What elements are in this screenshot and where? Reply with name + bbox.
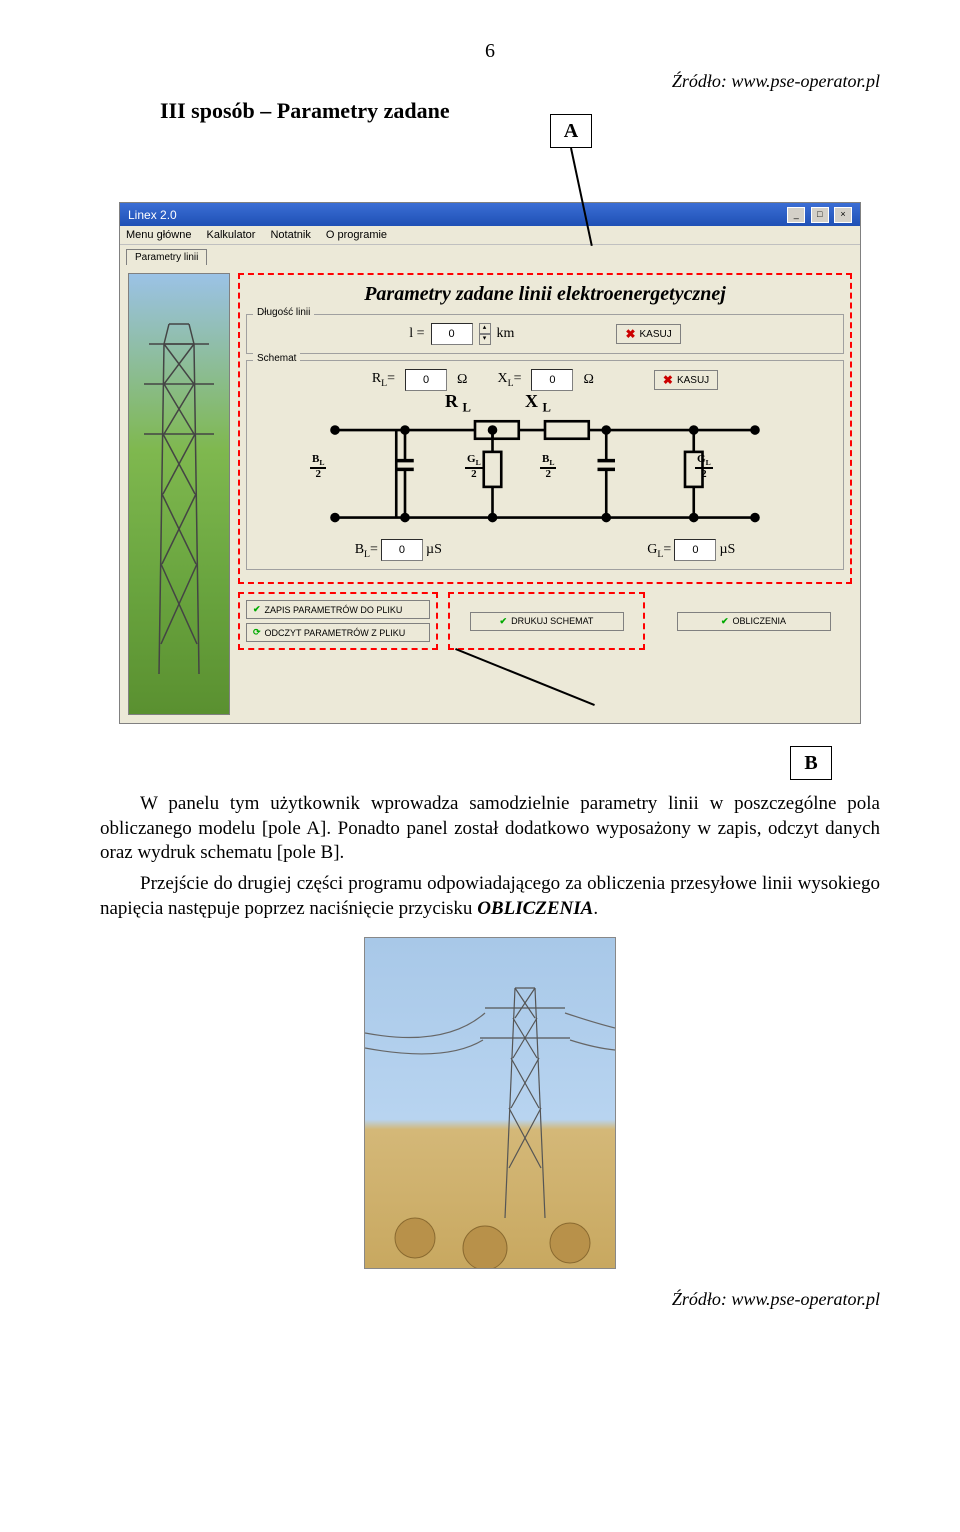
panel-title: Parametry zadane linii elektroenergetycz… (246, 283, 844, 306)
label-R: R L (445, 391, 471, 416)
window-title: Linex 2.0 (128, 208, 177, 222)
xl-input[interactable] (531, 369, 573, 391)
check-icon: ✔ (253, 604, 261, 615)
calc-button-box: ✔OBLICZENIA (655, 592, 852, 650)
rl-label: RL= (372, 371, 395, 389)
tab-row: Parametry linii (120, 245, 860, 265)
titlebar: Linex 2.0 _ □ × (120, 203, 860, 226)
label-GL2-left: GL2 (465, 453, 483, 480)
bl-input[interactable] (381, 539, 423, 561)
bottom-photo (364, 937, 616, 1269)
group-length: Długość linii l = ▴▾ km ✖ KASUJ (246, 314, 844, 354)
callout-b-wrap: B (120, 736, 860, 786)
rl-unit: Ω (457, 372, 467, 388)
label-X: X L (525, 391, 551, 416)
group-length-label: Długość linii (253, 307, 314, 318)
callout-a-box: A (550, 114, 592, 148)
x-icon: ✖ (663, 373, 673, 387)
check-icon: ✔ (721, 616, 729, 627)
length-clear-button[interactable]: ✖ KASUJ (616, 324, 680, 344)
close-button[interactable]: × (834, 207, 852, 223)
menu-notepad[interactable]: Notatnik (270, 229, 310, 241)
gl-input[interactable] (674, 539, 716, 561)
circuit-diagram: R L X L BL2 GL2 BL2 (255, 395, 835, 535)
save-button[interactable]: ✔ZAPIS PARAMETRÓW DO PLIKU (246, 600, 430, 619)
length-unit: km (497, 326, 515, 342)
source-bottom: Źródło: www.pse-operator.pl (100, 1289, 880, 1310)
heading: III sposób – Parametry zadane (160, 98, 880, 124)
refresh-icon: ⟳ (253, 627, 261, 638)
region-a: Parametry zadane linii elektroenergetycz… (238, 273, 852, 584)
label-BL2-right: BL2 (540, 453, 556, 480)
paragraph-2: Przejście do drugiej części programu odp… (100, 872, 880, 921)
group-schematic-label: Schemat (253, 353, 300, 364)
callout-a-wrap: A (160, 134, 880, 194)
client-area: Parametry zadane linii elektroenergetycz… (120, 265, 860, 723)
schematic-clear-button[interactable]: ✖ KASUJ (654, 370, 718, 390)
x-icon: ✖ (625, 327, 635, 341)
calc-button[interactable]: ✔OBLICZENIA (677, 612, 831, 631)
menu-calculator[interactable]: Kalkulator (207, 229, 256, 241)
length-expr: l = (409, 326, 424, 342)
pylon-icon (139, 294, 219, 674)
sidebar-image (128, 273, 230, 715)
page-number: 6 (100, 40, 880, 63)
label-BL2-left: BL2 (310, 453, 326, 480)
callout-b-box: B (790, 746, 832, 780)
file-buttons-box: ✔ZAPIS PARAMETRÓW DO PLIKU ⟳ODCZYT PARAM… (238, 592, 438, 650)
source-top: Źródło: www.pse-operator.pl (100, 71, 880, 92)
menu-main[interactable]: Menu główne (126, 229, 191, 241)
check-icon: ✔ (500, 616, 508, 627)
print-button[interactable]: ✔DRUKUJ SCHEMAT (470, 612, 624, 631)
label-GL2-right: GL2 (695, 453, 713, 480)
app-window: Linex 2.0 _ □ × Menu główne Kalkulator N… (119, 202, 861, 724)
paragraph-1: W panelu tym użytkownik wprowadza samodz… (100, 792, 880, 866)
main-panel: Parametry zadane linii elektroenergetycz… (238, 273, 852, 715)
print-button-box: ✔DRUKUJ SCHEMAT (448, 592, 645, 650)
length-input[interactable] (431, 323, 473, 345)
group-schematic: Schemat RL= Ω XL= Ω ✖ KA (246, 360, 844, 570)
tab-parametry[interactable]: Parametry linii (126, 249, 207, 265)
maximize-button[interactable]: □ (811, 207, 829, 223)
gl-input-group: GL= µS (647, 539, 735, 561)
window-controls: _ □ × (785, 206, 852, 223)
xl-unit: Ω (583, 372, 593, 388)
menu-about[interactable]: O programie (326, 229, 387, 241)
bl-input-group: BL= µS (355, 539, 442, 561)
length-spinner[interactable]: ▴▾ (479, 323, 491, 345)
xl-label: XL= (497, 371, 521, 389)
region-b: ✔ZAPIS PARAMETRÓW DO PLIKU ⟳ODCZYT PARAM… (238, 592, 852, 650)
minimize-button[interactable]: _ (787, 207, 805, 223)
menubar: Menu główne Kalkulator Notatnik O progra… (120, 226, 860, 245)
load-button[interactable]: ⟳ODCZYT PARAMETRÓW Z PLIKU (246, 623, 430, 642)
rl-input[interactable] (405, 369, 447, 391)
